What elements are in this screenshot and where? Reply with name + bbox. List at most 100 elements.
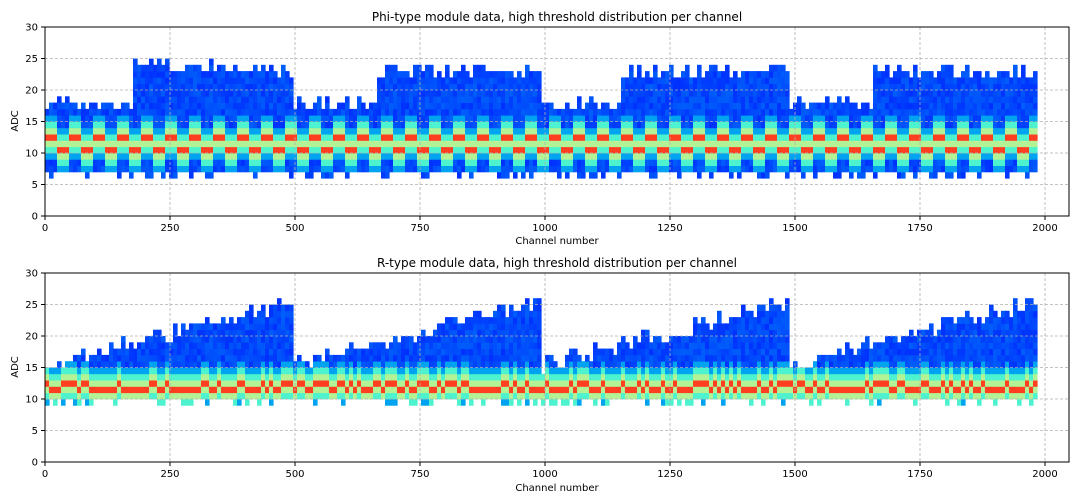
heatmap-cell	[981, 140, 986, 148]
heatmap-cell	[469, 134, 474, 141]
y-tick-label: 20	[25, 86, 38, 97]
heatmap-cell	[125, 165, 130, 173]
heatmap-cell	[889, 115, 894, 122]
heatmap-cell	[393, 392, 398, 400]
heatmap-cell	[149, 386, 154, 394]
heatmap-cell	[233, 121, 238, 129]
heatmap-cell	[793, 146, 798, 154]
heatmap-cell	[181, 83, 186, 91]
heatmap-cell	[245, 380, 250, 387]
heatmap-cell	[449, 90, 454, 97]
heatmap-cell	[369, 159, 374, 166]
heatmap-cell	[525, 386, 530, 394]
heatmap-cell	[449, 386, 454, 394]
heatmap-cell	[133, 348, 138, 356]
heatmap-cell	[133, 115, 138, 122]
heatmap-cell	[997, 102, 1002, 110]
heatmap-cell	[681, 146, 686, 154]
heatmap-cell	[1005, 146, 1010, 154]
heatmap-cell	[585, 146, 590, 154]
heatmap-cell	[397, 127, 402, 135]
heatmap-cell	[773, 83, 778, 91]
heatmap-cell	[493, 134, 498, 141]
heatmap-cell	[953, 77, 958, 85]
heatmap-cell	[781, 140, 786, 148]
heatmap-cell	[893, 127, 898, 135]
heatmap-cell	[381, 77, 386, 85]
heatmap-cell	[237, 71, 242, 78]
heatmap-cell	[145, 336, 150, 343]
heatmap-cell	[409, 77, 414, 85]
heatmap-cell	[297, 367, 302, 375]
heatmap-cell	[869, 121, 874, 129]
heatmap-cell	[221, 336, 226, 343]
heatmap-cell	[193, 102, 198, 110]
heatmap-cell	[405, 380, 410, 387]
heatmap-cell	[401, 348, 406, 356]
heatmap-cell	[217, 90, 222, 97]
heatmap-cell	[781, 108, 786, 116]
heatmap-cell	[781, 146, 786, 154]
heatmap-cell	[121, 146, 126, 154]
heatmap-cell	[97, 140, 102, 148]
heatmap-cell	[49, 134, 54, 141]
heatmap-cell	[685, 146, 690, 154]
heatmap-cell	[77, 108, 82, 116]
heatmap-cell	[521, 386, 526, 394]
heatmap-cell	[245, 367, 250, 375]
heatmap-cell	[65, 392, 70, 400]
heatmap-cell	[817, 108, 822, 116]
heatmap-cell	[81, 102, 86, 110]
heatmap-cell	[529, 310, 534, 318]
heatmap-cell	[449, 153, 454, 160]
heatmap-cell	[585, 134, 590, 141]
heatmap-cell	[777, 134, 782, 141]
heatmap-cell	[193, 342, 198, 349]
x-tick-label: 1000	[532, 223, 557, 234]
heatmap-cell	[317, 140, 322, 148]
heatmap-cell	[393, 96, 398, 103]
heatmap-cell	[713, 153, 718, 160]
heatmap-cell	[653, 165, 658, 173]
heatmap-cell	[381, 165, 386, 173]
heatmap-cell	[853, 159, 858, 166]
heatmap-cell	[309, 171, 314, 179]
heatmap-cell	[105, 165, 110, 173]
heatmap-cell	[485, 96, 490, 103]
heatmap-cell	[145, 140, 150, 148]
heatmap-cell	[829, 121, 834, 129]
heatmap-cell	[357, 140, 362, 148]
heatmap-cell	[217, 348, 222, 356]
heatmap-cell	[825, 96, 830, 103]
heatmap-cell	[405, 336, 410, 343]
heatmap-cell	[525, 134, 530, 141]
heatmap-cell	[705, 90, 710, 97]
heatmap-cell	[209, 342, 214, 349]
heatmap-cell	[993, 140, 998, 148]
heatmap-cell	[381, 367, 386, 375]
heatmap-cell	[529, 159, 534, 166]
heatmap-cell	[341, 165, 346, 173]
heatmap-cell	[289, 96, 294, 103]
heatmap-cell	[605, 153, 610, 160]
heatmap-cell	[457, 146, 462, 154]
heatmap-cell	[593, 165, 598, 173]
heatmap-cell	[169, 83, 174, 91]
heatmap-cell	[313, 392, 318, 400]
heatmap-cell	[913, 159, 918, 166]
heatmap-cell	[965, 146, 970, 154]
heatmap-cell	[357, 386, 362, 394]
heatmap-cell	[209, 329, 214, 337]
heatmap-cell	[105, 127, 110, 135]
heatmap-cell	[457, 77, 462, 85]
heatmap-cell	[589, 140, 594, 148]
heatmap-cell	[89, 361, 94, 368]
heatmap-cell	[409, 159, 414, 166]
heatmap-cell	[289, 367, 294, 375]
heatmap-cell	[681, 71, 686, 78]
heatmap-cell	[145, 159, 150, 166]
heatmap-cell	[201, 102, 206, 110]
heatmap-cell	[201, 165, 206, 173]
heatmap-cell	[229, 317, 234, 324]
heatmap-cell	[209, 83, 214, 91]
